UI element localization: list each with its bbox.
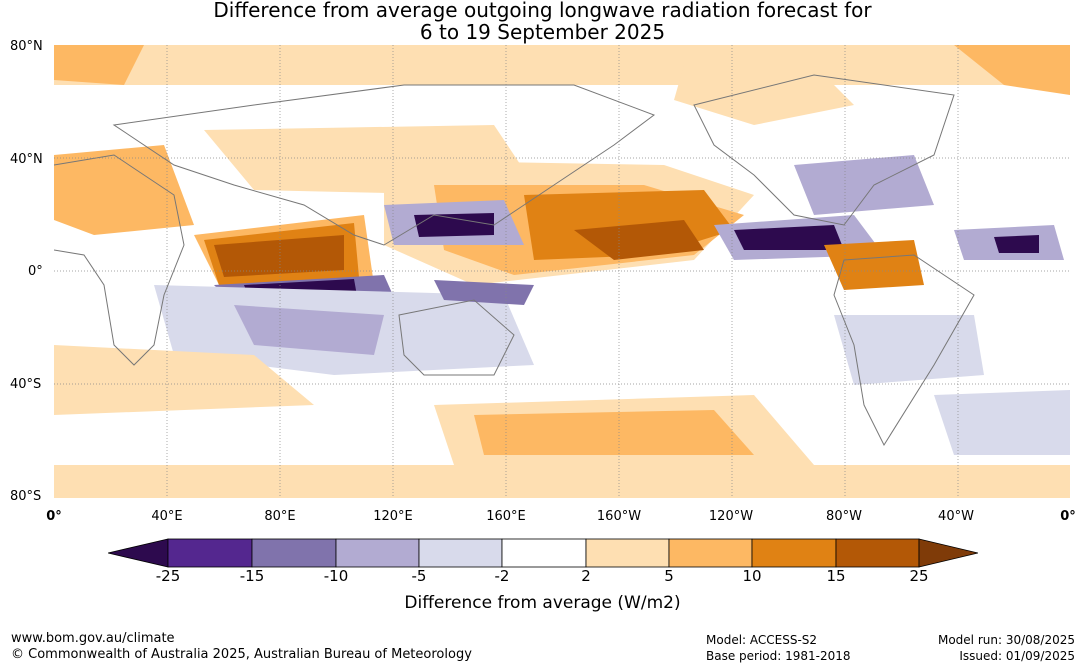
footer-model: Model: ACCESS-S2	[706, 633, 818, 647]
coastline-africa	[54, 154, 185, 366]
lat-label-80s: 80°S	[10, 489, 42, 504]
colorbar-segment	[585, 538, 670, 568]
lon-label-80e: 80°E	[264, 509, 296, 524]
anomaly-region	[54, 465, 1070, 498]
anomaly-region	[674, 65, 854, 125]
anomaly-region	[54, 145, 194, 235]
lat-label-80n: 80°N	[10, 39, 43, 54]
map-title-line2: 6 to 19 September 2025	[419, 20, 666, 44]
anomaly-region	[794, 155, 934, 215]
coastline-eurasia	[112, 84, 656, 246]
lon-label-120e: 120°E	[373, 509, 413, 524]
colorbar-segment	[751, 538, 837, 568]
anomaly-region	[824, 240, 924, 290]
colorbar-tick: -15	[239, 567, 265, 585]
lon-label-80w: 80°W	[826, 509, 862, 524]
lat-label-0: 0°	[28, 264, 43, 279]
colorbar-segment	[835, 538, 920, 568]
colorbar	[108, 538, 978, 568]
anomaly-region	[54, 45, 1070, 95]
footer-url[interactable]: www.bom.gov.au/climate	[11, 631, 175, 646]
footer-base-period: Base period: 1981-2018	[706, 649, 851, 663]
anomaly-region	[414, 213, 494, 237]
lon-label-120w: 120°W	[708, 509, 754, 524]
colorbar-tick: 2	[581, 567, 591, 585]
lon-label-0-left: 0°	[46, 509, 62, 524]
anomaly-region	[994, 235, 1039, 253]
anomaly-region	[214, 235, 344, 277]
colorbar-tick: -2	[494, 567, 510, 585]
colorbar-segment	[418, 538, 503, 568]
footer-issued: Issued: 01/09/2025	[959, 649, 1075, 663]
map-plot	[54, 45, 1070, 498]
colorbar-tick: -5	[411, 567, 427, 585]
colorbar-tick: 10	[742, 567, 762, 585]
coastline-south-america	[833, 254, 975, 447]
lon-label-0-right: 0°	[1060, 509, 1076, 524]
anomaly-region	[474, 410, 754, 455]
map-title-line1: Difference from average outgoing longwav…	[213, 0, 872, 22]
colorbar-tick: -25	[155, 567, 181, 585]
footer-model-run: Model run: 30/08/2025	[937, 633, 1075, 647]
anomaly-region	[234, 305, 384, 355]
anomaly-region	[434, 280, 534, 305]
lon-label-160e: 160°E	[486, 509, 526, 524]
colorbar-extend-max	[918, 538, 978, 568]
anomaly-region	[934, 390, 1070, 455]
colorbar-segment	[335, 538, 420, 568]
coastline-north-america	[693, 74, 955, 226]
colorbar-extend-min	[108, 538, 169, 568]
lon-label-40w: 40°W	[938, 509, 974, 524]
lon-label-160w: 160°W	[596, 509, 642, 524]
anomaly-region	[834, 315, 984, 385]
colorbar-segment	[501, 538, 587, 568]
anomaly-region	[734, 225, 844, 250]
colorbar-tick: 25	[909, 567, 929, 585]
colorbar-tick: -10	[323, 567, 349, 585]
lon-label-40e: 40°E	[151, 509, 183, 524]
coastline-australia	[398, 299, 515, 376]
colorbar-tick: 15	[826, 567, 846, 585]
colorbar-segment	[668, 538, 753, 568]
lat-label-40s: 40°S	[10, 377, 42, 392]
anomaly-region	[54, 345, 314, 415]
colorbar-label: Difference from average (W/m2)	[404, 593, 681, 613]
lat-label-40n: 40°N	[10, 152, 43, 167]
colorbar-segment	[251, 538, 337, 568]
colorbar-tick: 5	[664, 567, 674, 585]
anomaly-region	[54, 45, 1070, 85]
anomaly-region	[574, 220, 704, 260]
footer-copyright: © Commonwealth of Australia 2025, Austra…	[11, 647, 472, 662]
colorbar-segment	[167, 538, 253, 568]
olr-anomaly-map	[54, 45, 1070, 498]
